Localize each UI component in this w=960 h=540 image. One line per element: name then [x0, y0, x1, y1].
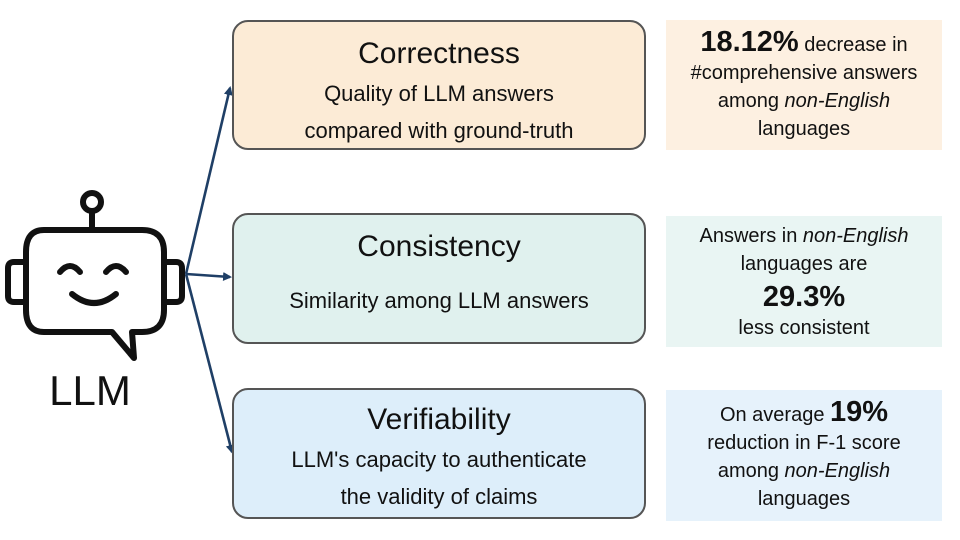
verifiability-stat-line-1: On average 19%	[666, 396, 942, 429]
correctness-stat-box: 18.12% decrease in #comprehensive answer…	[666, 20, 942, 150]
correctness-description-line-2: compared with ground-truth	[304, 118, 574, 143]
consistency-description: Similarity among LLM answers	[289, 288, 589, 313]
correctness-description-line-1: Quality of LLM answers	[324, 81, 554, 106]
consistency-stat-line-4: less consistent	[738, 317, 870, 339]
arrow-to-verifiability	[184, 273, 235, 454]
verifiability-title: Verifiability	[367, 403, 511, 436]
correctness-title: Correctness	[358, 37, 520, 70]
consistency-stat-answers-in: Answers in	[699, 225, 803, 247]
consistency-title: Consistency	[357, 230, 521, 263]
correctness-stat-non-english: non-English	[784, 90, 891, 112]
arrow-to-correctness	[184, 86, 233, 275]
verifiability-stat-box: On average 19% reduction in F-1 score am…	[666, 390, 942, 521]
verifiability-stat-among: among	[717, 460, 785, 482]
consistency-box: Consistency Similarity among LLM answers	[232, 213, 646, 344]
verifiability-box: Verifiability LLM's capacity to authenti…	[232, 388, 646, 519]
verifiability-stat-line-4: languages	[757, 488, 851, 510]
verifiability-stat-value: 19%	[830, 396, 889, 428]
robot-chat-icon	[5, 190, 185, 361]
consistency-stat-line-1: Answers in non-English	[666, 222, 942, 250]
correctness-stat-among: among	[717, 90, 785, 112]
correctness-stat-line-4: languages	[757, 118, 851, 140]
consistency-stat-non-english: non-English	[802, 225, 909, 247]
correctness-stat-line-1: 18.12% decrease in	[666, 26, 942, 59]
correctness-stat-line-3: among non-English	[666, 87, 942, 115]
consistency-stat-line-2: languages are	[740, 253, 868, 275]
verifiability-stat-on-average: On average	[719, 404, 831, 426]
llm-label: LLM	[49, 367, 131, 414]
consistency-stat-box: Answers in non-English languages are 29.…	[666, 216, 942, 347]
llm-robot	[0, 180, 190, 370]
verifiability-description-line-2: the validity of claims	[340, 484, 538, 509]
consistency-stat-value: 29.3%	[762, 281, 846, 313]
verifiability-stat-non-english: non-English	[784, 460, 891, 482]
correctness-box: Correctness Quality of LLM answers compa…	[232, 20, 646, 150]
correctness-stat-line-2: #comprehensive answers	[690, 62, 918, 84]
arrow-to-consistency	[185, 272, 232, 282]
verifiability-description-line-1: LLM's capacity to authenticate	[291, 447, 587, 472]
correctness-stat-text: decrease in	[798, 34, 908, 56]
correctness-stat-value: 18.12%	[700, 26, 799, 58]
verifiability-stat-line-3: among non-English	[666, 457, 942, 485]
verifiability-stat-line-2: reduction in F-1 score	[707, 432, 901, 454]
